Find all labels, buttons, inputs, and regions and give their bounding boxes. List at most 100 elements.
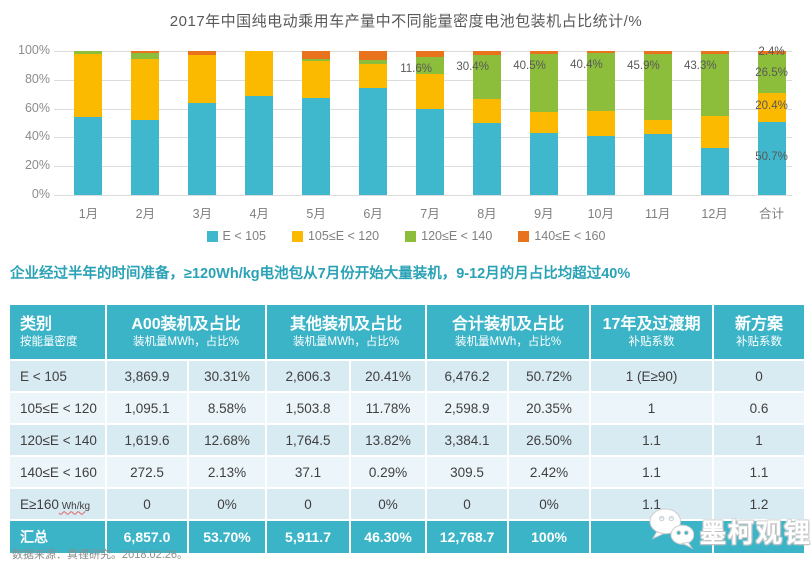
bar-segment-9月 <box>529 51 558 54</box>
legend-label: 140≤E < 160 <box>534 229 606 243</box>
table-value-cell: 0% <box>186 487 268 521</box>
bar-segment-6月 <box>359 63 388 89</box>
total-row-label: 汇总 <box>8 519 107 555</box>
bar-segment-合计 <box>757 51 786 55</box>
bar-segment-12月 <box>700 53 729 116</box>
table-header-cell: 合计装机及占比装机量MWh，占比% <box>425 303 592 361</box>
table-value-cell: 1,764.5 <box>265 423 352 457</box>
battery-density-table: 类别 按能量密度 A00装机及占比 装机量MWh，占比% 其他装机及占比 装机量MWh，占… <box>8 303 807 555</box>
data-source-note: 数据来源：真锂研究。2018.02.26。 <box>12 549 189 561</box>
x-axis-label: 2月 <box>135 207 156 221</box>
table-value-cell: 0 <box>105 487 189 521</box>
table-value-cell: 2.13% <box>186 455 268 489</box>
row-category-cell: 105≤E < 120 <box>8 391 107 425</box>
bar-segment-9月 <box>529 112 558 133</box>
bar-segment-2月 <box>131 59 160 120</box>
table-header-row: 类别 按能量密度 A00装机及占比 装机量MWh，占比% 其他装机及占比 装机量MWh，占… <box>8 303 807 361</box>
bar-segment-7月 <box>416 74 444 109</box>
bar-segment-12月 <box>700 115 729 149</box>
table-value-cell: 2,606.3 <box>265 359 352 393</box>
legend-item: 105≤E < 120 <box>291 229 379 243</box>
table-value-cell: 6,476.2 <box>425 359 510 393</box>
wechat-icon <box>648 508 695 555</box>
bar-segment-9月 <box>529 132 558 195</box>
chart-title: 2017年中国纯电动乘用车产量中不同能量密度电池包装机占比统计/% <box>169 13 643 30</box>
bar-segment-7月 <box>416 108 444 195</box>
table-header-cell: 新方案 补贴系数 <box>712 303 807 361</box>
x-axis-label: 合计 <box>759 207 785 221</box>
legend-label: 120≤E < 140 <box>421 229 493 243</box>
legend-item: 140≤E < 160 <box>518 229 605 243</box>
bar-segment-11月 <box>643 51 672 54</box>
table-value-cell: 2.42% <box>507 455 592 489</box>
table-value-cell: 0 <box>425 487 510 521</box>
row-category-cell: E < 105 <box>8 359 107 393</box>
header-main-label: 其他装机及占比 <box>290 315 403 333</box>
table-value-cell: 1.1 <box>712 455 807 489</box>
table-value-cell: 8.58% <box>186 391 268 425</box>
table-header-cell: 17年及过渡期补贴系数 <box>589 303 715 361</box>
x-axis-label: 6月 <box>363 207 383 221</box>
x-axis-label: 8月 <box>477 207 497 221</box>
table-value-cell: 272.5 <box>105 455 189 489</box>
table-header-cell: 类别 按能量密度 <box>8 303 107 361</box>
bar-segment-4月 <box>245 51 274 96</box>
bar-segment-11月 <box>643 53 672 120</box>
table-value-cell: 1.1 <box>589 455 715 489</box>
table-row: 120≤E < 140 1,619.6 12.68% 1,764.5 13.82% 3,3… <box>8 423 807 457</box>
table-value-cell: 1 <box>589 391 715 425</box>
table-value-cell: 2,598.9 <box>425 391 510 425</box>
bar-segment-2月 <box>131 53 160 60</box>
total-value-cell <box>712 519 807 555</box>
bar-segment-6月 <box>359 51 388 60</box>
bar-segment-3月 <box>188 102 217 195</box>
total-value-cell: 100% <box>507 519 592 555</box>
header-sub-label: 装机量MWh，占比% <box>455 335 562 348</box>
bar-segment-5月 <box>302 98 331 195</box>
green-share-data-label: 43.3% <box>684 59 717 72</box>
header-main-label: 类别 <box>20 315 53 333</box>
green-share-data-label: 40.4% <box>570 58 603 71</box>
table-value-cell: 0.29% <box>349 455 428 489</box>
table-value-cell: 0 <box>265 487 352 521</box>
table-value-cell: 0% <box>507 487 592 521</box>
header-main-label: 合计装机及占比 <box>452 315 565 333</box>
table-value-cell: 1,095.1 <box>105 391 189 425</box>
x-axis-label: 10月 <box>587 207 614 221</box>
bar-segment-3月 <box>188 51 217 56</box>
table-row: E < 105 3,869.9 30.31% 2,606.3 20.41% 6,476.2… <box>8 359 807 393</box>
table-value-cell: 1.1 <box>589 487 715 521</box>
watermark-text: 墨柯观锂 <box>700 518 812 548</box>
x-axis-label: 4月 <box>249 207 269 221</box>
total-bar-data-label: 50.7% <box>755 151 788 164</box>
green-share-data-label: 11.6% <box>400 63 432 76</box>
legend-swatch-icon <box>405 230 417 242</box>
bar-segment-12月 <box>700 148 729 195</box>
row-category-cell: 140≤E < 160 <box>8 455 107 489</box>
green-share-data-label: 40.5% <box>513 59 546 72</box>
bar-segment-5月 <box>302 61 331 99</box>
x-axis-label: 7月 <box>420 207 440 221</box>
header-main-label: 17年及过渡期 <box>602 315 701 333</box>
total-value-cell: 6,857.0 <box>105 519 189 555</box>
bar-segment-6月 <box>359 88 388 195</box>
bar-segment-7月 <box>416 57 444 75</box>
bar-segment-1月 <box>74 116 103 195</box>
y-axis-tick-label: 40% <box>24 129 50 144</box>
bar-segment-合计 <box>757 121 786 195</box>
watermark: 墨柯观锂 <box>648 508 812 555</box>
header-sub-label: 补贴系数 <box>628 335 675 348</box>
bar-segment-10月 <box>586 52 615 112</box>
bar-segment-合计 <box>757 54 786 93</box>
table-value-cell: 1,619.6 <box>105 423 189 457</box>
table-value-cell: 1 <box>712 423 807 457</box>
header-sub-label: 装机量MWh，占比% <box>292 335 400 348</box>
total-bar-data-label: 20.4% <box>755 100 788 113</box>
table-value-cell: 12.68% <box>186 423 268 457</box>
table-value-cell: 1,503.8 <box>265 391 352 425</box>
bar-segment-1月 <box>74 53 103 117</box>
table-value-cell: 20.41% <box>349 359 428 393</box>
legend-item: 120≤E < 140 <box>405 229 492 243</box>
bar-segment-8月 <box>472 123 501 195</box>
